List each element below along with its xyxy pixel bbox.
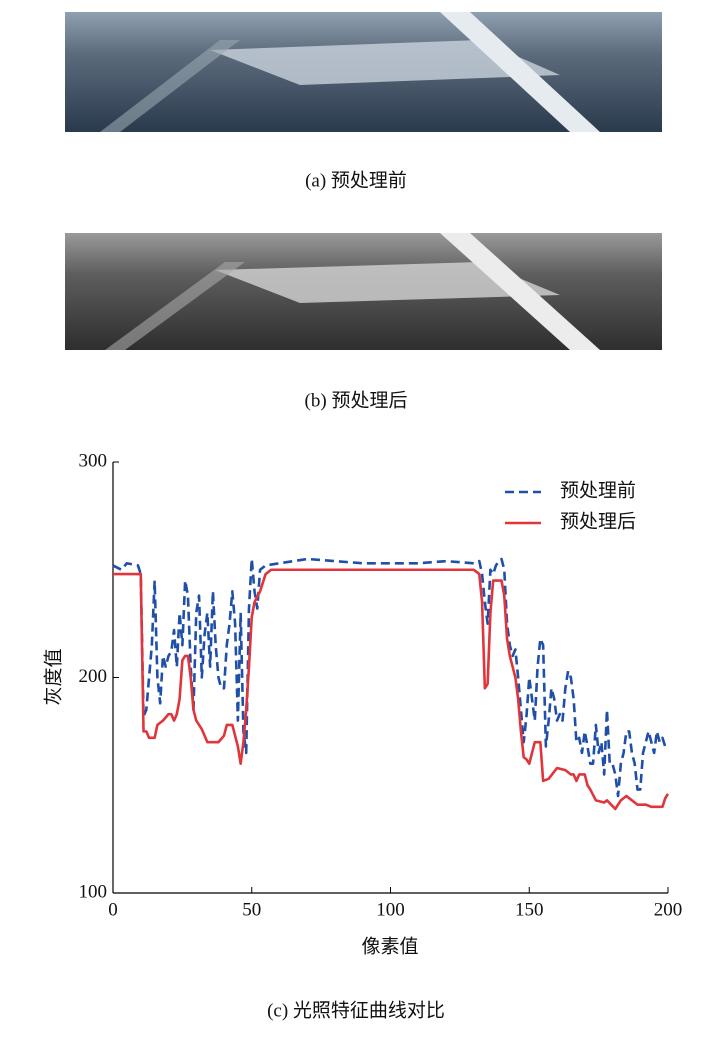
x-tick-label: 0 (108, 899, 118, 920)
legend-label: 预处理前 (560, 479, 636, 501)
x-tick-label: 150 (515, 899, 544, 920)
photo-before (65, 12, 662, 132)
x-tick-label: 100 (376, 899, 405, 920)
series-line (113, 568, 670, 811)
y-axis-label: 灰度值 (42, 648, 64, 705)
photo-after (65, 233, 662, 350)
caption: (a) 预处理前 (305, 169, 407, 191)
x-axis-label: 像素值 (361, 935, 418, 957)
series-line (112, 557, 667, 798)
y-tick-label: 200 (79, 666, 108, 687)
y-tick-label: 300 (79, 450, 108, 471)
x-tick-label: 200 (654, 899, 683, 920)
caption: (c) 光照特征曲线对比 (267, 999, 445, 1021)
legend-label: 预处理后 (560, 510, 636, 532)
caption: (b) 预处理后 (305, 389, 408, 411)
y-tick-label: 100 (79, 881, 108, 902)
x-tick-label: 50 (242, 899, 261, 920)
